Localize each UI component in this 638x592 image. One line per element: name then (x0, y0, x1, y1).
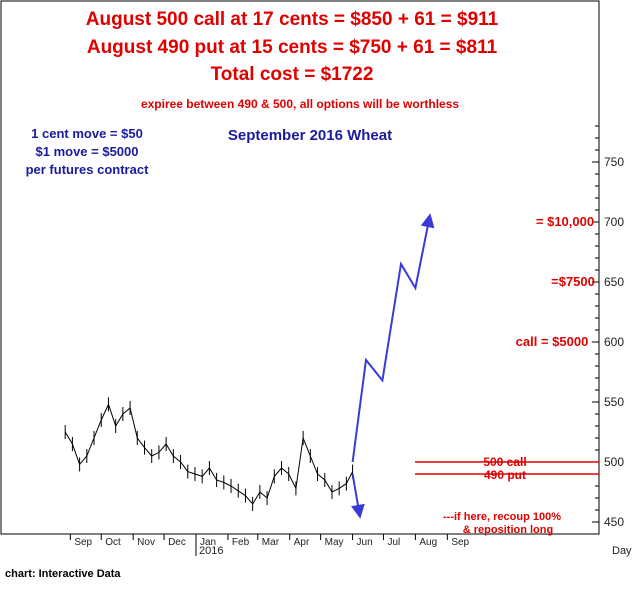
info-line1: 1 cent move = $50 (31, 126, 143, 141)
y-label-layer: 450 500 550 600 650 700 750 (604, 155, 624, 529)
down-arrow (351, 473, 365, 519)
x-tick-label-12: Sep (451, 537, 469, 548)
headline-line1: August 500 call at 17 cents = $850 + 61 … (86, 9, 499, 30)
x-tick-label-3: Dec (168, 537, 186, 548)
annotation-0: = $10,000 (536, 214, 594, 229)
x-tick-label-4: Jan (200, 537, 216, 548)
y-tick-label-6: 750 (604, 155, 624, 169)
x-unit-label: Day (612, 545, 632, 557)
plot-frame (0, 0, 600, 535)
x-tick-label-10: Jul (387, 537, 400, 548)
x-tick-label-1: Oct (105, 537, 121, 548)
level-label-1: 490 put (484, 468, 526, 482)
x-year-label: 2016 (199, 545, 223, 557)
chart-title: September 2016 Wheat (228, 127, 392, 144)
x-tick-label-8: May (325, 537, 344, 548)
y-tick-label-0: 450 (604, 515, 624, 529)
y-tick-label-4: 650 (604, 275, 624, 289)
info-line2: $1 move = $5000 (36, 144, 139, 159)
x-tick-label-0: Sep (74, 537, 92, 548)
x-tick-label-9: Jun (357, 537, 373, 548)
y-tick-label-5: 700 (604, 215, 624, 229)
x-tick-label-7: Apr (294, 537, 310, 548)
y-tick-label-2: 550 (604, 395, 624, 409)
y-tick-label-1: 500 (604, 455, 624, 469)
price-layer (64, 397, 354, 511)
x-tick-label-5: Feb (232, 537, 250, 548)
y-tick-label-3: 600 (604, 335, 624, 349)
projection-layer (351, 213, 435, 519)
projection-arrow (351, 213, 435, 463)
info-line3: per futures contract (26, 162, 149, 177)
headline-line2: August 490 put at 15 cents = $750 + 61 =… (87, 37, 498, 58)
x-label-layer: Sep Oct Nov Dec Jan Feb Mar Apr May Jun Jul Aug Sep (74, 537, 469, 548)
annotation-1: =$7500 (551, 274, 595, 289)
x-tick-label-6: Mar (262, 537, 280, 548)
headline-note: expiree between 490 & 500, all options w… (141, 97, 459, 111)
annotation-4: & reposition long (463, 524, 553, 536)
annotation-layer: = $10,000 =$7500 call = $5000 ---if here, r… (443, 214, 595, 536)
headline-line3: Total cost = $1722 (211, 64, 374, 85)
y-tick-marks (592, 125, 599, 523)
annotation-2: call = $5000 (516, 334, 589, 349)
x-tick-label-2: Nov (137, 537, 155, 548)
x-tick-label-11: Aug (419, 537, 437, 548)
level-label-0: 500 call (483, 455, 526, 469)
footer-credit: chart: Interactive Data (5, 568, 121, 580)
annotation-3: ---if here, recoup 100% (443, 511, 561, 523)
